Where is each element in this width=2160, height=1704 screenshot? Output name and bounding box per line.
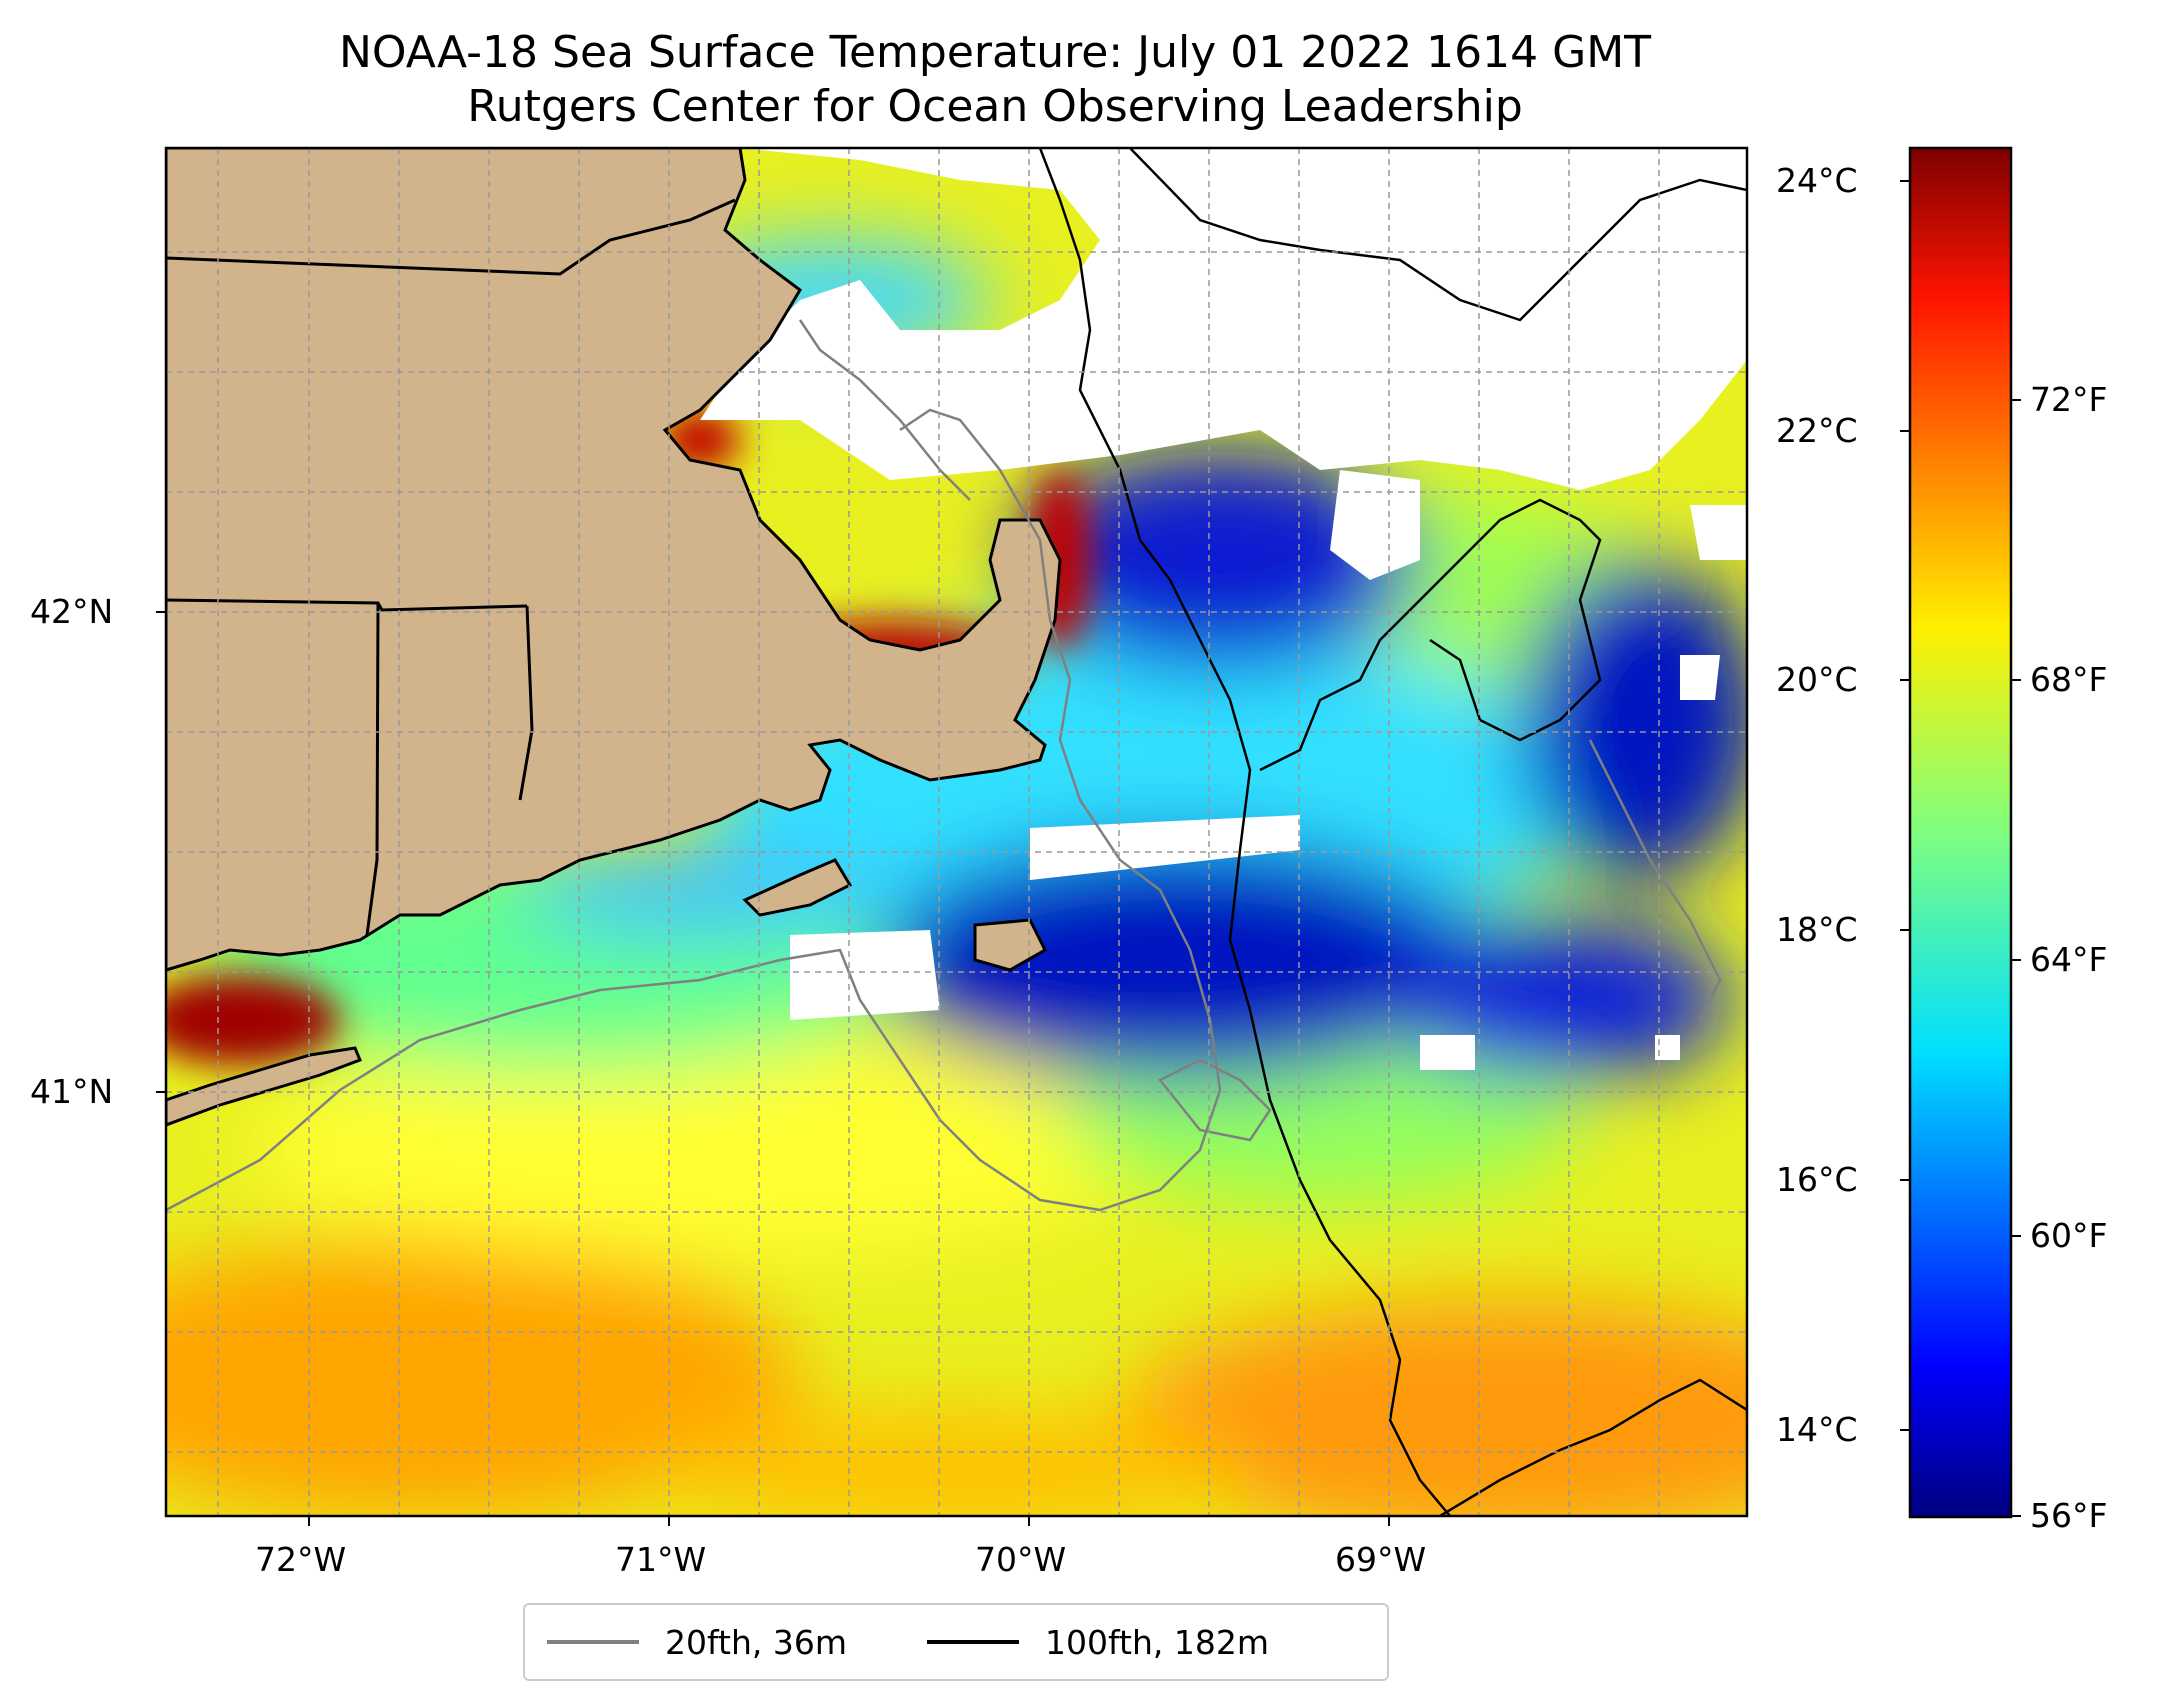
map-area bbox=[166, 148, 1747, 1516]
no-data-clouds bbox=[700, 148, 1747, 1070]
celsius-tick-label: 20°C bbox=[1776, 660, 1858, 699]
fahrenheit-tick-label: 60°F bbox=[2030, 1216, 2108, 1255]
map-frame bbox=[164, 146, 1749, 1518]
y-tick-label: 42°N bbox=[30, 592, 114, 631]
land-marthas-vineyard bbox=[742, 858, 853, 917]
y-tick-label: 41°N bbox=[30, 1072, 114, 1111]
legend-item: 100fth, 182m bbox=[927, 1623, 1269, 1662]
title-line-1: NOAA-18 Sea Surface Temperature: July 01… bbox=[338, 27, 1652, 78]
gridlines bbox=[166, 148, 1747, 1516]
x-tick-label: 69°W bbox=[1335, 1540, 1427, 1579]
legend-line-gray bbox=[547, 1640, 639, 1644]
x-tick-label: 72°W bbox=[255, 1540, 347, 1579]
state-borders bbox=[166, 198, 736, 936]
chart-title: NOAA-18 Sea Surface Temperature: July 01… bbox=[0, 26, 1990, 134]
legend: 20fth, 36m 100fth, 182m bbox=[523, 1603, 1389, 1681]
colorbar bbox=[1908, 146, 2013, 1519]
fahrenheit-tick-label: 64°F bbox=[2030, 940, 2108, 979]
x-tick-label: 70°W bbox=[975, 1540, 1067, 1579]
celsius-tick-label: 22°C bbox=[1776, 411, 1858, 450]
axis-ticks bbox=[156, 611, 1390, 1526]
legend-label: 20fth, 36m bbox=[665, 1622, 847, 1662]
fahrenheit-tick-label: 56°F bbox=[2030, 1496, 2108, 1535]
colorbar-ticks bbox=[1900, 180, 2021, 1517]
legend-line-black bbox=[927, 1640, 1019, 1644]
celsius-tick-label: 14°C bbox=[1776, 1410, 1858, 1449]
land-nantucket bbox=[973, 918, 1047, 972]
celsius-tick-label: 18°C bbox=[1776, 910, 1858, 949]
x-tick-label: 71°W bbox=[615, 1540, 707, 1579]
fahrenheit-tick-label: 72°F bbox=[2030, 380, 2108, 419]
celsius-tick-label: 16°C bbox=[1776, 1160, 1858, 1199]
legend-label: 100fth, 182m bbox=[1045, 1622, 1269, 1662]
celsius-tick-label: 24°C bbox=[1776, 161, 1858, 200]
fahrenheit-tick-label: 68°F bbox=[2030, 660, 2108, 699]
legend-item: 20fth, 36m bbox=[547, 1623, 847, 1662]
land-new-england bbox=[166, 148, 1062, 972]
land-long-island bbox=[166, 1046, 362, 1127]
isobaths bbox=[166, 148, 1747, 1516]
sst-field bbox=[166, 160, 1747, 1516]
title-line-2: Rutgers Center for Ocean Observing Leade… bbox=[467, 81, 1523, 132]
